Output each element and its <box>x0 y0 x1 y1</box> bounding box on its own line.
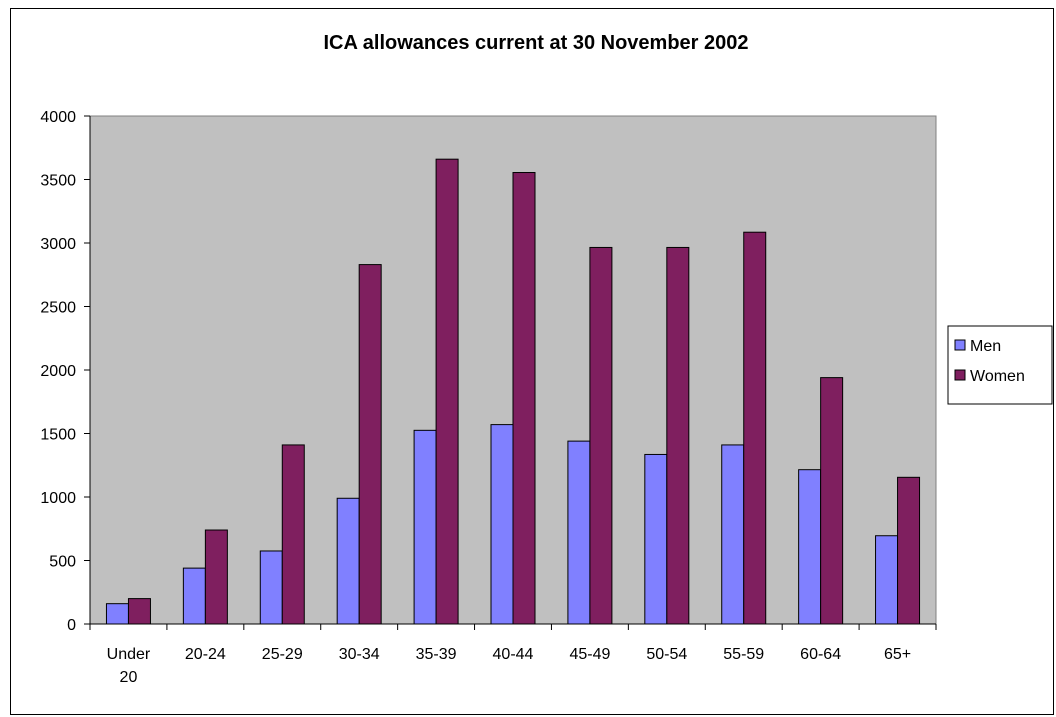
bar-men <box>105 603 129 625</box>
y-tick-label: 1000 <box>40 490 76 507</box>
bar-men <box>644 453 668 625</box>
y-tick-label: 2500 <box>40 300 76 317</box>
y-tick-label: 500 <box>49 554 76 571</box>
bar-men <box>182 567 206 625</box>
x-tick-label: 50-54 <box>646 646 687 663</box>
x-tick-label: 25-29 <box>262 646 303 663</box>
legend-label-men: Men <box>970 338 1001 355</box>
x-tick-label: 45-49 <box>569 646 610 663</box>
bar-men <box>336 497 360 625</box>
x-tick-label: 40-44 <box>493 646 534 663</box>
bar-women <box>897 476 921 625</box>
legend: Men Women <box>947 325 1053 405</box>
bar-women <box>743 231 767 625</box>
x-tick-label: 35-39 <box>416 646 457 663</box>
bar-men <box>413 429 437 625</box>
x-tick-label: 65+ <box>884 646 911 663</box>
bar-women <box>512 172 536 625</box>
x-tick-label: Under <box>107 646 151 663</box>
y-tick-label: 2000 <box>40 363 76 380</box>
y-tick-label: 4000 <box>40 109 76 126</box>
bar-women <box>204 529 228 625</box>
x-tick-label: 60-64 <box>800 646 841 663</box>
bar-men <box>490 424 514 625</box>
legend-swatch-women <box>954 369 966 381</box>
legend-swatch-men <box>954 339 966 351</box>
bar-men <box>875 535 899 625</box>
bar-men <box>567 440 591 625</box>
bar-women <box>358 264 382 625</box>
bar-women <box>666 246 690 625</box>
bar-women <box>589 246 613 625</box>
bar-women <box>281 444 305 625</box>
x-tick-label: 20 <box>120 669 138 686</box>
legend-box <box>947 325 1053 405</box>
plot-area: 0 500 1000 1500 2000 2500 3000 3500 4000 Under 20 2… <box>40 109 937 686</box>
y-tick-label: 1500 <box>40 427 76 444</box>
legend-label-women: Women <box>970 368 1025 385</box>
y-tick-label: 3000 <box>40 236 76 253</box>
bar-men <box>798 469 822 625</box>
bar-women <box>127 598 151 625</box>
bar-men <box>259 550 283 625</box>
x-tick-label: 30-34 <box>339 646 380 663</box>
x-tick-label: 55-59 <box>723 646 764 663</box>
y-tick-label: 0 <box>67 617 76 634</box>
bar-men <box>721 444 745 625</box>
x-tick-label: 20-24 <box>185 646 226 663</box>
bar-women <box>435 158 459 625</box>
chart-title: ICA allowances current at 30 November 20… <box>324 32 749 54</box>
bar-women <box>820 377 844 625</box>
y-tick-label: 3500 <box>40 173 76 190</box>
